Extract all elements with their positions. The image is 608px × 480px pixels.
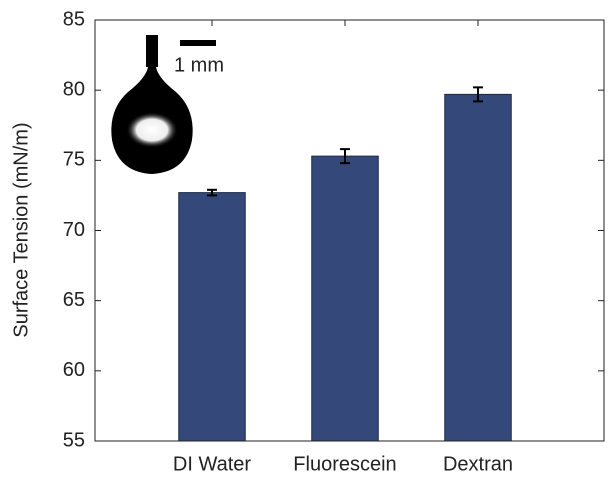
drop-highlight (126, 112, 178, 148)
bar (178, 192, 246, 442)
x-tick-label: Dextran (443, 453, 513, 475)
y-tick-label: 85 (63, 8, 85, 30)
y-tick-label: 70 (63, 219, 85, 241)
scale-bar (180, 40, 216, 46)
y-tick-label: 80 (63, 78, 85, 100)
plot-frame (94, 19, 605, 442)
x-tick-label: Fluorescein (293, 453, 396, 475)
x-tick-label: DI Water (173, 453, 251, 475)
y-tick-label: 60 (63, 359, 85, 381)
y-tick-label: 55 (63, 429, 85, 451)
error-bar (473, 86, 483, 103)
bar (311, 155, 379, 442)
error-bar (340, 148, 350, 165)
bar (444, 93, 512, 442)
error-bar (207, 188, 217, 197)
y-axis-label: Surface Tension (mN/m) (10, 122, 32, 337)
y-tick-label: 65 (63, 289, 85, 311)
scale-label: 1 mm (174, 54, 224, 76)
y-tick-label: 75 (63, 149, 85, 171)
needle (146, 35, 158, 67)
drop-inset: 1 mm (111, 35, 224, 174)
